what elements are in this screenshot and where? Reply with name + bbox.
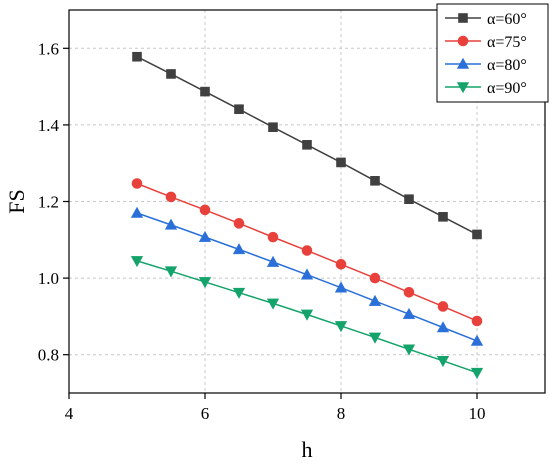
- data-point: [368, 332, 382, 344]
- y-tick-label: 0.8: [38, 346, 59, 365]
- x-tick-label: 4: [65, 404, 74, 423]
- y-tick-label: 1.6: [38, 39, 59, 58]
- y-tick-label: 1.4: [38, 116, 60, 135]
- x-tick-label: 8: [337, 404, 346, 423]
- data-point: [301, 245, 313, 256]
- data-point: [200, 86, 210, 97]
- data-point: [132, 51, 142, 62]
- series-2: [131, 178, 483, 327]
- series-1: [132, 51, 482, 240]
- legend: α=60° α=75° α=80° α=90°: [436, 3, 549, 103]
- data-point: [302, 140, 312, 150]
- data-point: [164, 218, 178, 230]
- series-4: [130, 256, 484, 379]
- data-point: [164, 266, 178, 278]
- data-point: [232, 287, 246, 299]
- data-point: [300, 309, 314, 321]
- data-point: [404, 194, 414, 205]
- data-point: [234, 104, 244, 114]
- legend-marker: [458, 13, 468, 23]
- x-tick-label: 10: [469, 404, 486, 423]
- data-point: [131, 178, 143, 189]
- series-layer: [130, 51, 484, 379]
- legend-marker: [457, 35, 469, 47]
- data-point: [267, 231, 279, 243]
- data-point: [198, 277, 212, 289]
- data-point: [130, 206, 144, 218]
- data-point: [198, 230, 212, 242]
- data-point: [436, 356, 450, 368]
- data-point: [436, 321, 450, 333]
- legend-label: α=75°: [487, 34, 527, 51]
- data-point: [369, 272, 381, 284]
- axis-ticks: 4 6 8 10 0.8 1.0 1.2 1.4 1.6: [38, 39, 486, 423]
- y-tick-label: 1.0: [38, 269, 59, 288]
- data-point: [402, 344, 416, 356]
- y-tick-label: 1.2: [38, 193, 59, 212]
- data-point: [472, 229, 482, 240]
- data-point: [130, 256, 144, 268]
- data-point: [266, 255, 280, 267]
- y-axis-label: FS: [4, 189, 29, 213]
- data-point: [437, 301, 449, 312]
- data-point: [438, 212, 448, 222]
- legend-item: α=80°: [445, 57, 527, 74]
- legend-marker: [456, 82, 470, 94]
- x-axis-label: h: [302, 437, 313, 462]
- data-point: [334, 321, 348, 333]
- series-3: [130, 206, 484, 346]
- legend-label: α=60°: [487, 11, 527, 28]
- data-point: [335, 259, 347, 270]
- legend-item: α=60°: [445, 11, 527, 28]
- data-point: [268, 122, 278, 132]
- data-point: [165, 191, 177, 203]
- data-point: [300, 268, 314, 280]
- data-point: [266, 298, 280, 310]
- data-point: [470, 334, 484, 346]
- data-point: [402, 307, 416, 319]
- data-point: [199, 204, 211, 216]
- legend-marker: [456, 57, 470, 69]
- data-point: [471, 315, 483, 327]
- legend-box: [436, 3, 549, 103]
- data-point: [470, 367, 484, 379]
- data-point: [336, 157, 346, 168]
- x-tick-label: 6: [201, 404, 210, 423]
- data-point: [403, 286, 415, 298]
- data-point: [166, 69, 176, 79]
- data-point: [232, 243, 246, 255]
- data-point: [334, 281, 348, 293]
- legend-label: α=90°: [487, 80, 527, 97]
- legend-label: α=80°: [487, 57, 527, 74]
- data-point: [368, 294, 382, 306]
- data-point: [233, 218, 245, 229]
- data-point: [370, 176, 380, 186]
- legend-item: α=90°: [445, 80, 527, 97]
- legend-item: α=75°: [445, 34, 527, 51]
